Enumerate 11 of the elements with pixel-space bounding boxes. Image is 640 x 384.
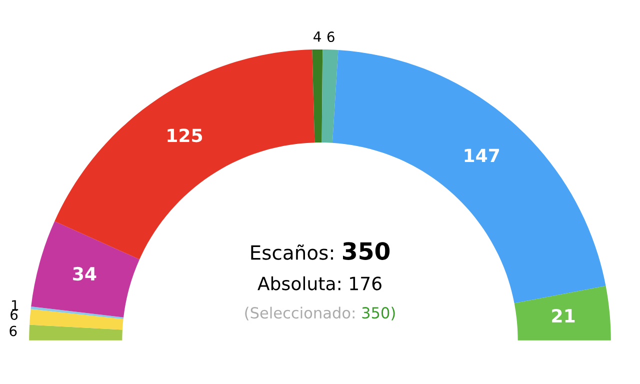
text: (Seleccionado: 350) xyxy=(245,306,395,320)
data-label: 125 xyxy=(168,128,202,142)
data-label: 147 xyxy=(464,148,500,162)
text: Absoluta: 176 xyxy=(258,276,382,290)
data-label: 6 xyxy=(10,326,17,336)
data-label: 4 xyxy=(314,32,321,42)
data-label: 34 xyxy=(73,266,96,281)
data-label: 6 xyxy=(327,32,334,42)
data-label: 6 xyxy=(10,309,18,320)
text: Escaños: 350 xyxy=(251,242,390,260)
data-label: 21 xyxy=(552,308,575,322)
